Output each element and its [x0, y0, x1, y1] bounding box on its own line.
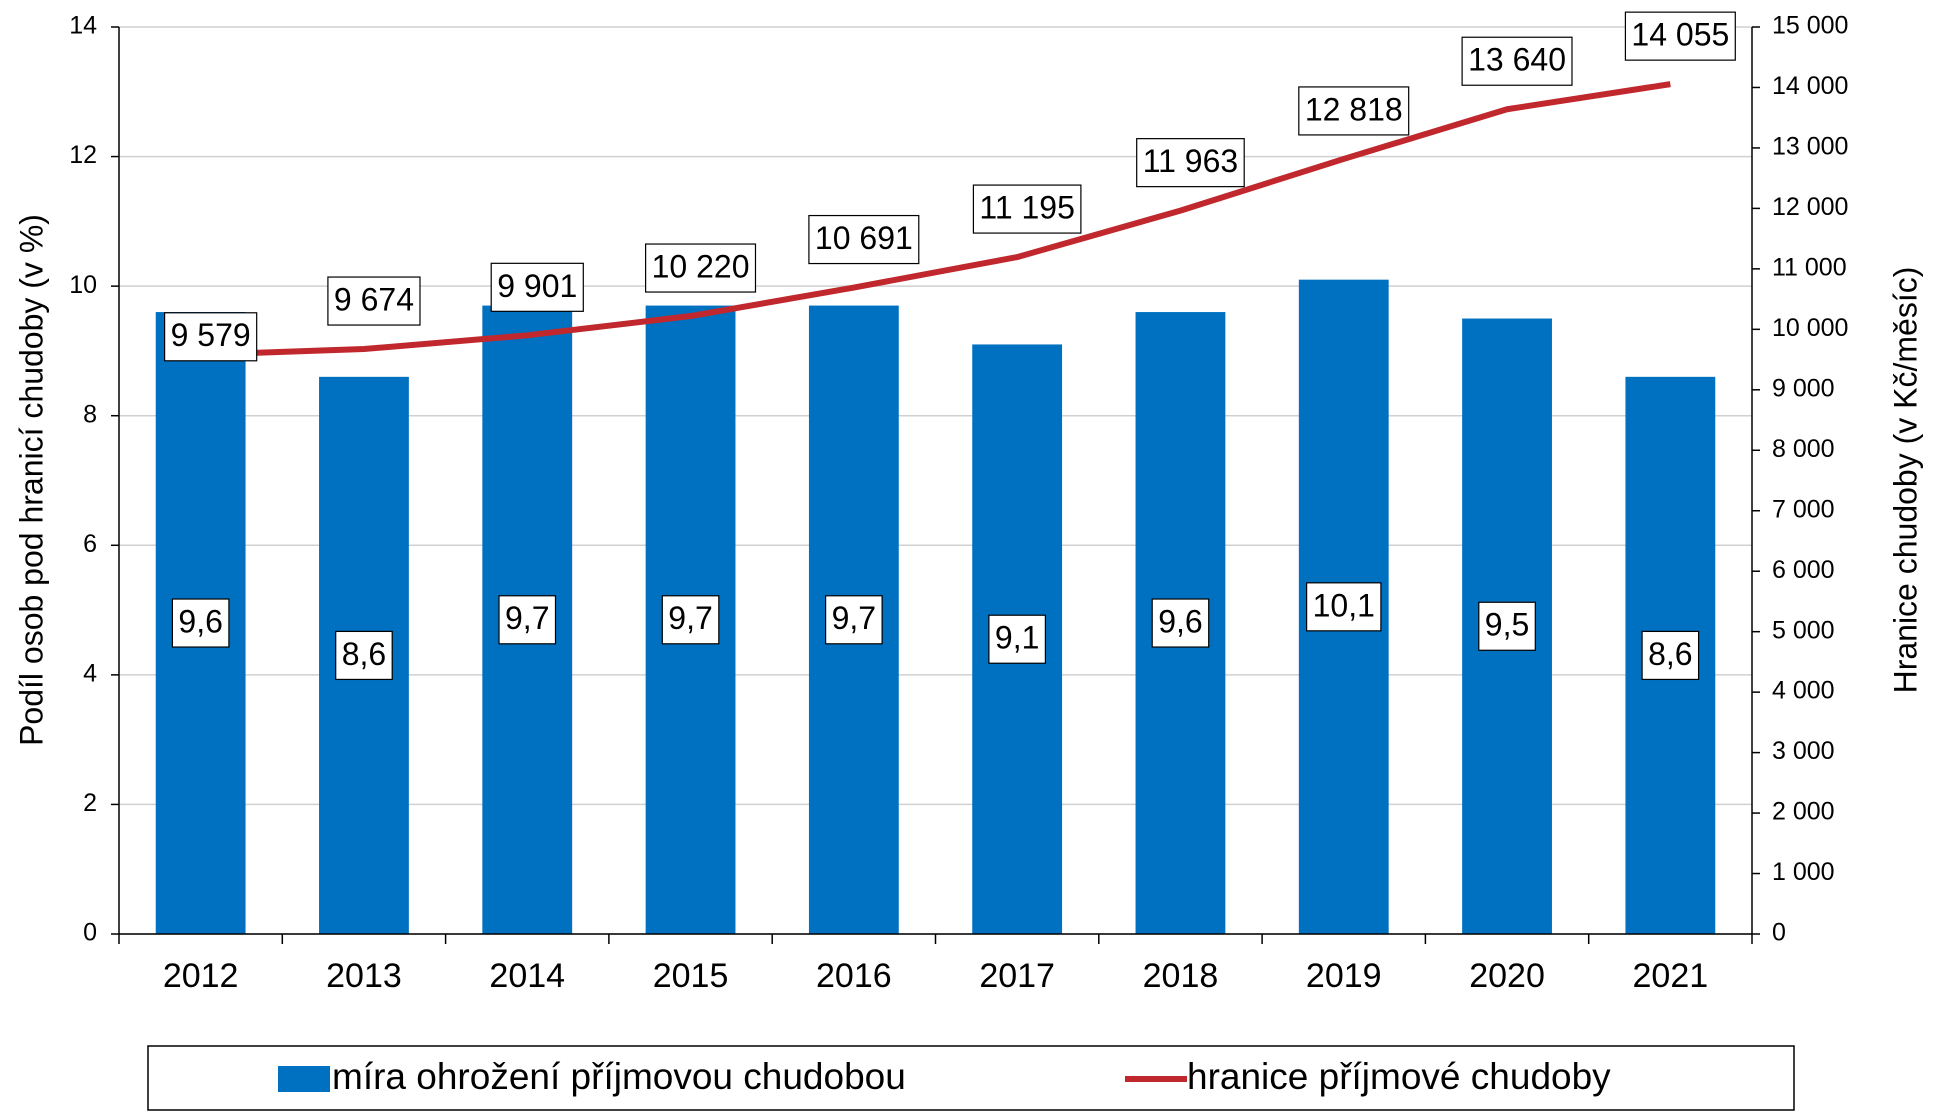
line-label-box — [490, 262, 584, 312]
y2-tick-label: 15 000 — [1772, 12, 1848, 40]
bar-label-box — [171, 598, 230, 648]
y2-tick-label: 5 000 — [1772, 616, 1835, 644]
bar-label: 9,7 — [832, 600, 876, 636]
y2-tick-label: 14 000 — [1772, 72, 1848, 100]
legend-label: míra ohrožení příjmovou chudobou — [332, 1056, 906, 1097]
bar-label-box — [988, 614, 1046, 664]
y2-axis-title: Hranice chudoby (v Kč/měsíc) — [1887, 267, 1923, 694]
line-label: 9 674 — [334, 281, 414, 317]
y2-tick-label: 1 000 — [1772, 858, 1835, 886]
y-tick-label: 12 — [69, 141, 97, 169]
bar-label: 9,5 — [1485, 607, 1529, 643]
line-label: 9 901 — [497, 268, 577, 304]
x-tick-label: 2021 — [1633, 957, 1709, 995]
bar-label-box — [1641, 630, 1700, 681]
y2-tick-label: 2 000 — [1772, 798, 1835, 826]
bar-label: 9,6 — [1158, 603, 1202, 639]
bar-label: 9,7 — [505, 600, 549, 636]
y2-tick-label: 8 000 — [1772, 435, 1835, 463]
line-label-box — [1624, 11, 1736, 61]
x-tick-label: 2012 — [163, 957, 239, 995]
y-axis-title: Podíl osob pod hranicí chudoby (v %) — [13, 214, 49, 746]
bar-label: 10,1 — [1313, 587, 1375, 623]
y-tick-label: 10 — [69, 271, 97, 299]
x-tick-label: 2013 — [326, 957, 402, 995]
line-label: 11 195 — [979, 190, 1075, 226]
line-label-box — [327, 276, 421, 326]
y-tick-label: 2 — [83, 789, 97, 817]
line-label-box — [645, 243, 757, 293]
line-label: 10 220 — [652, 248, 750, 284]
y2-tick-label: 10 000 — [1772, 314, 1848, 342]
line-label: 11 963 — [1143, 143, 1239, 179]
y2-tick-label: 12 000 — [1772, 193, 1848, 221]
x-tick-label: 2014 — [489, 957, 565, 995]
legend-swatch — [278, 1066, 330, 1092]
x-tick-label: 2020 — [1469, 957, 1545, 995]
bar-label: 8,6 — [342, 636, 386, 672]
bar-label-box — [335, 630, 393, 681]
line-label-box — [808, 214, 920, 265]
x-tick-label: 2016 — [816, 957, 892, 995]
y-tick-label: 0 — [83, 919, 97, 947]
line-label-box — [1461, 36, 1573, 86]
line-label: 12 818 — [1305, 91, 1403, 127]
x-tick-label: 2015 — [653, 957, 729, 995]
line-label-box — [164, 312, 258, 362]
bar-label-box — [1151, 598, 1210, 648]
bar-label: 9,6 — [178, 603, 222, 639]
bar-label-box — [498, 595, 557, 645]
x-tick-label: 2017 — [979, 957, 1055, 995]
line-label: 13 640 — [1468, 42, 1566, 78]
y2-tick-label: 13 000 — [1772, 133, 1848, 161]
y-tick-label: 4 — [83, 659, 97, 687]
line-label: 9 579 — [171, 317, 251, 353]
x-tick-label: 2019 — [1306, 957, 1382, 995]
legend-box — [147, 1045, 1795, 1111]
line-label-box — [1136, 138, 1245, 188]
legend-label: hranice příjmové chudoby — [1187, 1056, 1611, 1097]
bar-label-box — [1478, 601, 1536, 651]
y-tick-label: 8 — [83, 400, 97, 428]
y2-tick-label: 0 — [1772, 919, 1786, 947]
bar-label-box — [661, 595, 720, 645]
line-label-box — [972, 184, 1082, 234]
line-label: 14 055 — [1631, 17, 1729, 53]
y2-tick-label: 4 000 — [1772, 677, 1835, 705]
y2-tick-label: 11 000 — [1772, 253, 1847, 281]
y2-tick-label: 3 000 — [1772, 737, 1835, 765]
y-tick-label: 6 — [83, 530, 97, 558]
x-tick-label: 2018 — [1143, 957, 1219, 995]
bar-label: 9,1 — [995, 620, 1039, 656]
y2-tick-label: 7 000 — [1772, 495, 1835, 523]
y2-tick-label: 6 000 — [1772, 556, 1835, 584]
line — [200, 81, 1671, 358]
bar-label-box — [1306, 582, 1382, 632]
bar-label: 9,7 — [668, 600, 712, 636]
line-label: 10 691 — [815, 220, 913, 256]
bar-label-box — [825, 595, 883, 645]
y-tick-label: 14 — [69, 12, 97, 40]
line-label-box — [1298, 86, 1410, 136]
bar-label: 8,6 — [1648, 636, 1692, 672]
y2-tick-label: 9 000 — [1772, 374, 1835, 402]
